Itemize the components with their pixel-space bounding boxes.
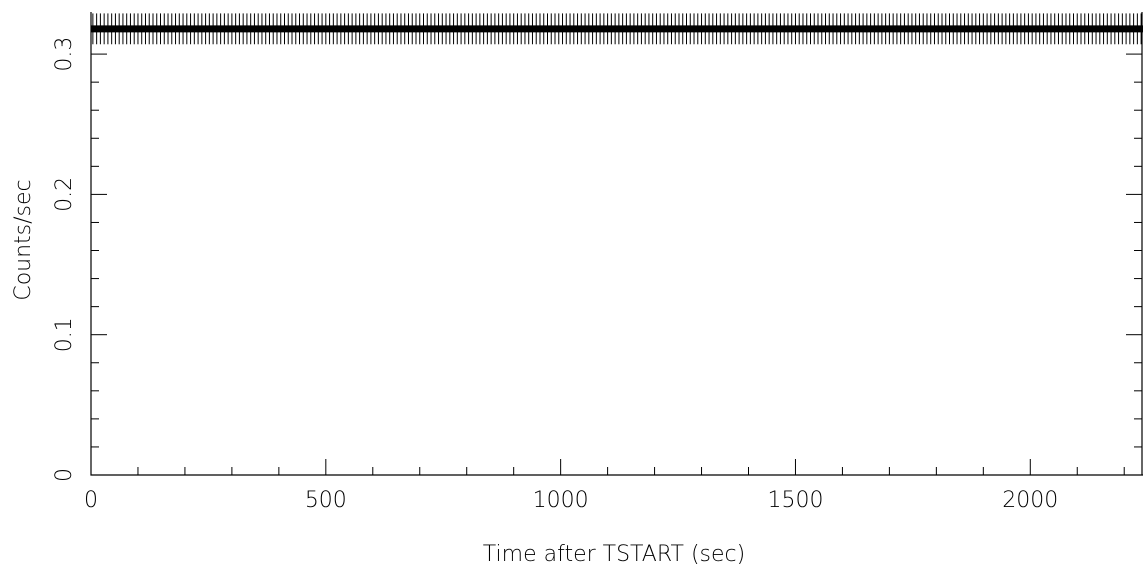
x-tick-label: 2000 (1002, 488, 1058, 513)
y-axis-ticks: 0 0.1 0.2 0.3 (52, 25, 1142, 482)
plot-frame (90, 12, 1143, 476)
plot-area (90, 12, 1143, 476)
x-tick-label: 1000 (533, 488, 589, 513)
y-tick-label: 0.1 (52, 317, 77, 352)
x-tick-label: 500 (305, 488, 347, 513)
y-tick-label: 0 (52, 468, 77, 482)
x-axis-ticks: 0 500 1000 1500 2000 (84, 459, 1125, 513)
x-tick-label: 1500 (767, 488, 823, 513)
y-tick-label: 0.3 (52, 37, 77, 72)
x-axis-label: Time after TSTART (sec) (483, 542, 745, 567)
x-tick-label: 0 (84, 488, 98, 513)
y-tick-label: 0.2 (52, 177, 77, 212)
y-axis-label: Counts/sec (11, 179, 36, 300)
